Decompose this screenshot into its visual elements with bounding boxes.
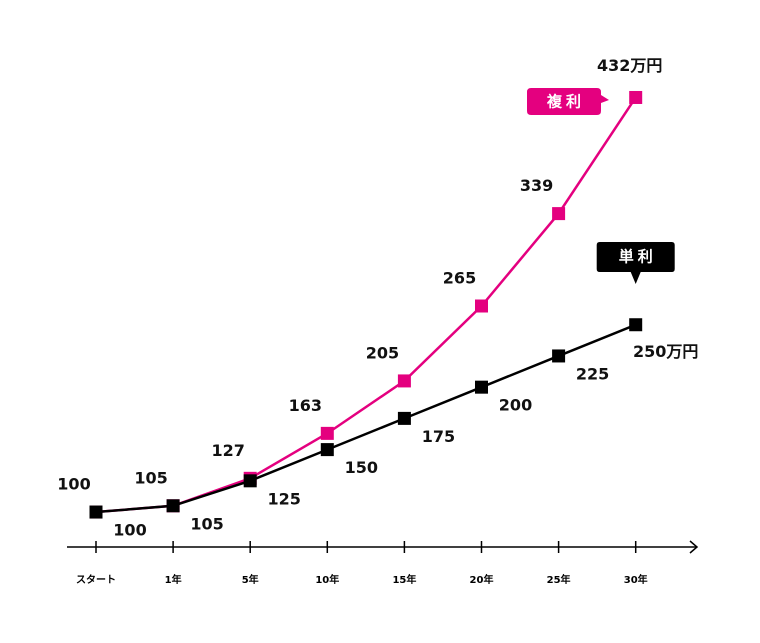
value-label: 339 [520, 176, 553, 195]
x-tick-label: 25年 [547, 573, 571, 586]
value-label: 125 [267, 489, 300, 508]
value-label: 150 [345, 458, 378, 477]
marker [629, 90, 643, 104]
axis-arrow [689, 540, 699, 554]
marker [89, 505, 103, 519]
x-tick-label: スタート [76, 574, 116, 586]
series-line [95, 96, 637, 514]
marker [243, 474, 257, 488]
marker [552, 349, 566, 363]
x-tick-label: 5年 [242, 573, 259, 586]
marker [320, 443, 334, 457]
marker [397, 374, 411, 388]
value-label: 205 [366, 343, 399, 362]
marker [475, 299, 488, 313]
marker [475, 380, 488, 394]
value-label: 250万円 [633, 342, 698, 361]
x-tick-label: 15年 [392, 573, 416, 586]
legend-label: 複利 [546, 93, 585, 111]
value-label: 105 [134, 468, 167, 487]
x-tick-label: 10年 [315, 573, 339, 586]
marker [629, 318, 643, 332]
value-label: 432万円 [597, 56, 662, 75]
value-label: 127 [211, 441, 244, 460]
badge-bg [596, 242, 675, 284]
value-label: 163 [289, 396, 322, 415]
value-label: 100 [57, 475, 90, 494]
x-tick-label: 20年 [470, 573, 494, 586]
value-label: 265 [443, 269, 476, 288]
marker [397, 411, 411, 425]
marker [166, 499, 180, 513]
value-label: 175 [422, 427, 455, 446]
marker [320, 426, 334, 440]
legend-label: 単利 [619, 248, 657, 266]
value-label: 225 [576, 364, 609, 383]
badge-bg [527, 88, 609, 115]
value-label: 100 [113, 521, 146, 540]
series-line [95, 323, 637, 514]
value-label: 105 [190, 514, 223, 533]
marker [552, 207, 566, 221]
value-label: 200 [499, 396, 532, 415]
x-tick-label: 30年 [624, 573, 648, 586]
x-tick-label: 1年 [165, 573, 182, 586]
